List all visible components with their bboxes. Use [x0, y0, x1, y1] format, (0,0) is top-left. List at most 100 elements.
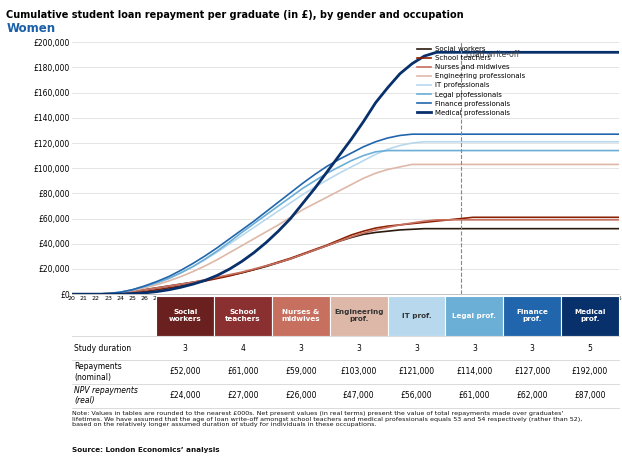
Legal professionals: [530, 148, 537, 153]
School teachers: [469, 214, 476, 220]
School teachers: [518, 214, 526, 220]
Legal professionals: [409, 148, 416, 153]
School teachers: [578, 214, 586, 220]
Social workers: [141, 287, 148, 292]
Bar: [388, 384, 445, 408]
Social workers: [226, 273, 233, 278]
Legal professionals: [335, 164, 343, 170]
Engineering professionals: [311, 201, 318, 206]
School teachers: [129, 290, 136, 296]
Engineering professionals: [348, 182, 355, 187]
Line: Finance professionals: Finance professionals: [72, 134, 619, 294]
Finance professionals: [348, 151, 355, 156]
Bar: [214, 296, 272, 336]
Engineering professionals: [165, 278, 172, 284]
Legal professionals: [202, 256, 209, 262]
Finance professionals: [603, 131, 610, 137]
School teachers: [226, 273, 233, 279]
School teachers: [116, 291, 124, 297]
Finance professionals: [274, 200, 282, 205]
Text: £121,000: £121,000: [399, 367, 435, 376]
Medical professionals: [348, 136, 355, 142]
Social workers: [420, 226, 428, 231]
Legal professionals: [420, 148, 428, 153]
Engineering professionals: [542, 162, 550, 167]
Medical professionals: [214, 273, 221, 278]
Legal professionals: [153, 280, 160, 285]
IT professionals: [384, 146, 391, 152]
Bar: [388, 360, 445, 384]
Engineering professionals: [591, 162, 598, 167]
IT professionals: [348, 164, 355, 170]
IT professionals: [287, 200, 294, 206]
Finance professionals: [433, 131, 440, 137]
Nurses and midwives: [567, 217, 574, 223]
Bar: [330, 360, 388, 384]
Text: Repayments
(nominal): Repayments (nominal): [74, 362, 122, 381]
Social workers: [153, 285, 160, 291]
Social workers: [445, 226, 452, 231]
Social workers: [116, 290, 124, 296]
IT professionals: [530, 139, 537, 145]
Legal professionals: [129, 287, 136, 292]
Social workers: [603, 226, 610, 231]
Finance professionals: [80, 291, 88, 297]
IT professionals: [153, 280, 160, 285]
Bar: [503, 296, 561, 336]
Social workers: [214, 275, 221, 280]
Nurses and midwives: [141, 287, 148, 292]
Nurses and midwives: [360, 230, 367, 236]
IT professionals: [323, 178, 331, 183]
Engineering professionals: [68, 291, 75, 297]
Finance professionals: [420, 131, 428, 137]
IT professionals: [554, 139, 562, 145]
Social workers: [409, 227, 416, 232]
Text: £114,000: £114,000: [456, 367, 493, 376]
School teachers: [287, 256, 294, 261]
Social workers: [311, 247, 318, 253]
Finance professionals: [226, 236, 233, 241]
Engineering professionals: [493, 162, 501, 167]
Finance professionals: [287, 190, 294, 196]
Nurses and midwives: [287, 256, 294, 262]
Line: Medical professionals: Medical professionals: [72, 52, 619, 294]
Medical professionals: [287, 216, 294, 221]
IT professionals: [615, 139, 622, 145]
Line: Social workers: Social workers: [72, 229, 619, 294]
Legal professionals: [274, 203, 282, 209]
Text: Study duration: Study duration: [74, 343, 131, 353]
Medical professionals: [104, 291, 112, 297]
Medical professionals: [384, 85, 391, 90]
Engineering professionals: [567, 162, 574, 167]
Social workers: [578, 226, 586, 231]
Bar: [72, 384, 156, 408]
Nurses and midwives: [165, 283, 172, 289]
Social workers: [104, 291, 112, 297]
Medical professionals: [469, 50, 476, 55]
Engineering professionals: [433, 162, 440, 167]
Finance professionals: [554, 131, 562, 137]
Finance professionals: [578, 131, 586, 137]
School teachers: [591, 214, 598, 220]
Text: £103,000: £103,000: [340, 367, 377, 376]
Nurses and midwives: [518, 217, 526, 223]
Finance professionals: [615, 131, 622, 137]
Medical professionals: [506, 50, 513, 55]
Nurses and midwives: [615, 217, 622, 223]
IT professionals: [603, 139, 610, 145]
IT professionals: [567, 139, 574, 145]
Social workers: [92, 291, 100, 297]
Text: £62,000: £62,000: [516, 391, 548, 400]
Nurses and midwives: [554, 217, 562, 223]
Line: Legal professionals: Legal professionals: [72, 151, 619, 294]
Text: £47,000: £47,000: [343, 391, 374, 400]
Bar: [561, 384, 619, 408]
School teachers: [153, 287, 160, 292]
Nurses and midwives: [323, 243, 331, 248]
Social workers: [80, 291, 88, 297]
School teachers: [615, 214, 622, 220]
School teachers: [542, 214, 550, 220]
Social workers: [591, 226, 598, 231]
Medical professionals: [141, 290, 148, 296]
Finance professionals: [542, 131, 550, 137]
